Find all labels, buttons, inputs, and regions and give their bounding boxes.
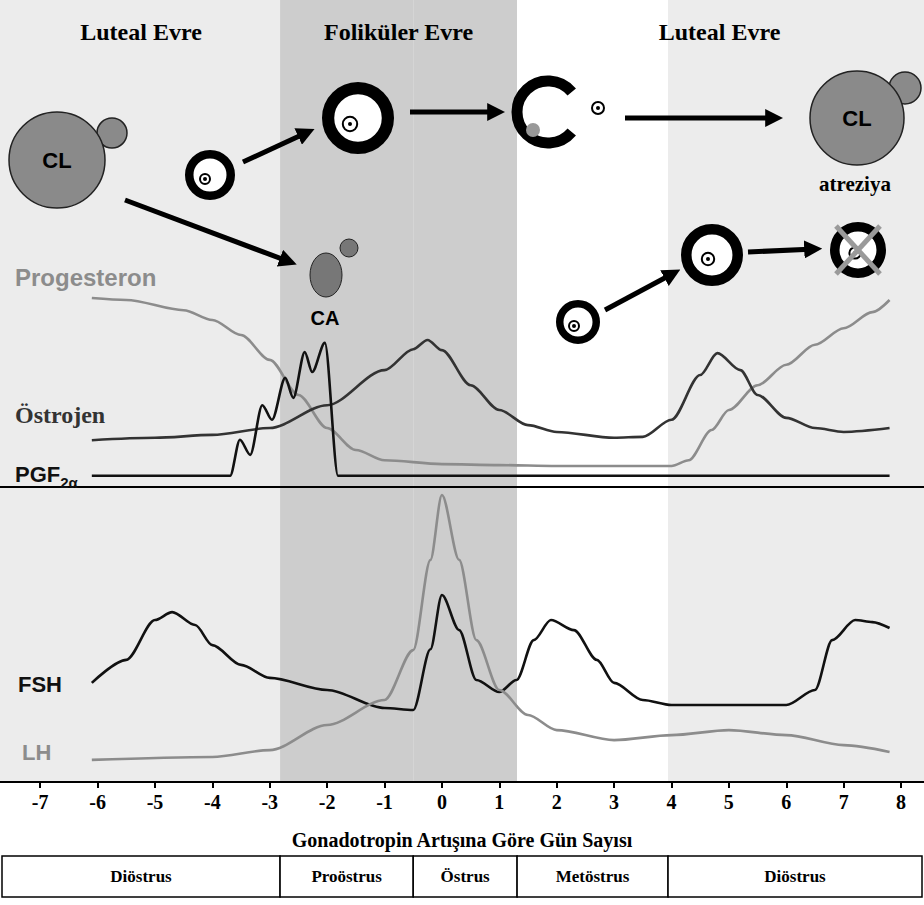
- svg-text:FSH: FSH: [18, 672, 62, 697]
- svg-text:4: 4: [666, 791, 676, 813]
- svg-text:-1: -1: [376, 791, 393, 813]
- svg-text:-2: -2: [319, 791, 336, 813]
- svg-text:-6: -6: [89, 791, 106, 813]
- svg-text:2: 2: [552, 791, 562, 813]
- svg-text:-7: -7: [32, 791, 49, 813]
- svg-text:8: 8: [896, 791, 906, 813]
- svg-text:Östrus: Östrus: [441, 867, 491, 886]
- svg-text:Luteal Evre: Luteal Evre: [80, 19, 202, 45]
- svg-text:Östrojen: Östrojen: [15, 402, 105, 428]
- svg-text:Progesteron: Progesteron: [15, 264, 156, 291]
- svg-text:0: 0: [437, 791, 447, 813]
- svg-text:Metöstrus: Metöstrus: [556, 867, 630, 886]
- svg-text:LH: LH: [22, 740, 51, 765]
- svg-text:6: 6: [781, 791, 791, 813]
- svg-text:Luteal Evre: Luteal Evre: [659, 19, 781, 45]
- svg-text:CL: CL: [42, 148, 71, 173]
- svg-text:Foliküler Evre: Foliküler Evre: [324, 19, 473, 45]
- svg-text:1: 1: [494, 791, 504, 813]
- svg-text:Proöstrus: Proöstrus: [311, 867, 382, 886]
- svg-text:7: 7: [839, 791, 849, 813]
- svg-text:CL: CL: [842, 106, 871, 131]
- svg-text:Diöstrus: Diöstrus: [764, 867, 826, 886]
- svg-text:3: 3: [609, 791, 619, 813]
- svg-text:PGF2α: PGF2α: [15, 462, 79, 491]
- svg-text:atreziya: atreziya: [819, 172, 891, 196]
- svg-text:Diöstrus: Diöstrus: [110, 867, 172, 886]
- svg-text:5: 5: [724, 791, 734, 813]
- svg-text:-5: -5: [147, 791, 164, 813]
- svg-text:-3: -3: [261, 791, 278, 813]
- svg-text:-4: -4: [204, 791, 221, 813]
- svg-text:Gonadotropin Artışına Göre Gün: Gonadotropin Artışına Göre Gün Sayısı: [292, 829, 633, 852]
- svg-text:CA: CA: [311, 307, 340, 329]
